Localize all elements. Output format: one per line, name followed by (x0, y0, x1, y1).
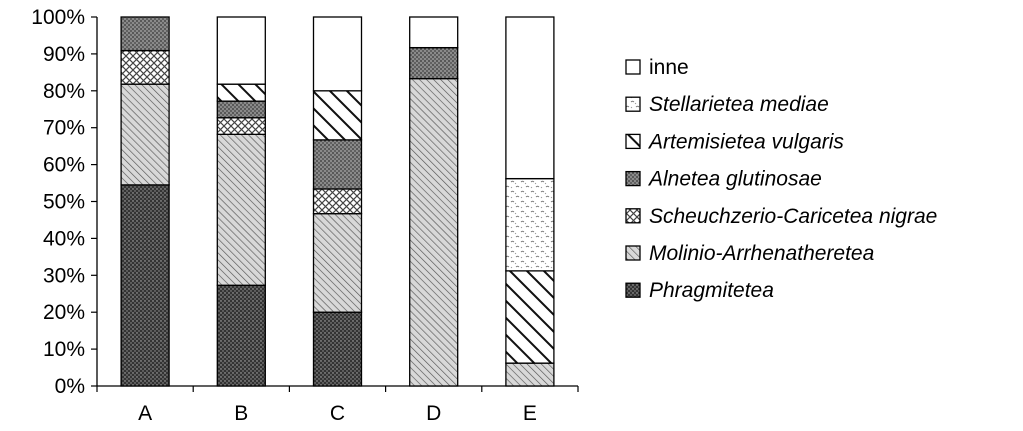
bar-segment (312, 139, 363, 190)
y-tick-label: 80% (43, 80, 85, 103)
y-tick-label: 10% (43, 338, 85, 361)
bars-group (120, 16, 555, 387)
bar-segment (216, 16, 266, 85)
y-tick-label: 50% (43, 191, 85, 214)
bar-segment (216, 133, 266, 286)
y-tick-label: 0% (55, 375, 85, 398)
y-tick-label: 30% (43, 264, 85, 287)
x-tick-label: B (234, 402, 248, 425)
bar-segment (505, 270, 555, 364)
y-tick-label: 40% (43, 227, 85, 250)
legend: inne Stellarietea mediae Artemisietea vulg… (625, 56, 937, 302)
legend-swatch (625, 245, 641, 261)
y-tick-label: 60% (43, 154, 85, 177)
legend-label: Molinio-Arrhenatheretea (649, 242, 874, 265)
bar-segment (216, 100, 266, 119)
legend-label: inne (649, 56, 689, 79)
legend-label: Scheuchzerio-Caricetea nigrae (649, 205, 937, 228)
bar-segment (409, 16, 459, 49)
bar-segment (120, 83, 170, 186)
legend-swatch (625, 59, 641, 75)
legend-label: Artemisietea vulgaris (647, 130, 844, 153)
legend-label: Stellarietea mediae (649, 93, 829, 116)
bar-segment (120, 16, 170, 52)
bar-segment (312, 213, 363, 313)
bar-segment (505, 177, 555, 272)
bar-segment (120, 184, 170, 387)
axes: 0% 10% 20% 30% 40% 50% 60% 70% 80% 90% 100% A B C D E (31, 6, 579, 425)
legend-swatch (625, 96, 641, 112)
x-tick-label: E (523, 402, 537, 425)
bar-segment (216, 284, 266, 387)
y-tick-label: 90% (43, 43, 85, 66)
bar-segment (312, 90, 363, 141)
legend-swatch (625, 208, 641, 224)
bar-segment (120, 49, 170, 85)
y-tick-label: 100% (31, 6, 85, 29)
bar-segment (216, 117, 266, 135)
legend-label: Phragmitetea (649, 279, 774, 302)
legend-label: Alnetea glutinosae (647, 168, 822, 191)
y-tick-label: 70% (43, 117, 85, 140)
bar-segment (505, 16, 555, 180)
x-tick-label: D (426, 402, 441, 425)
x-tick-label: A (138, 402, 152, 425)
bar-segment (312, 16, 363, 92)
legend-swatch (625, 282, 641, 298)
bar-segment (312, 188, 363, 215)
legend-swatch (625, 133, 641, 150)
bar-segment (409, 46, 459, 80)
y-tick-label: 20% (43, 301, 85, 324)
legend-swatch (625, 170, 641, 187)
bar-segment (216, 83, 266, 102)
bar-segment (312, 311, 363, 387)
x-tick-label: C (330, 402, 345, 425)
bar-segment (409, 77, 459, 387)
bar-segment (505, 362, 555, 387)
